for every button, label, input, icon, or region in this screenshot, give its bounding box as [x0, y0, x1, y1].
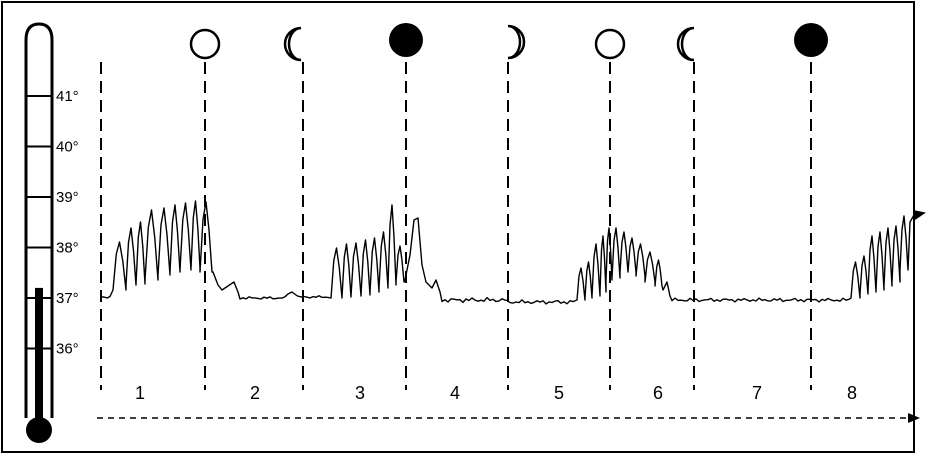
diagram-frame	[1, 1, 915, 453]
thermometer-tick-label: 38°	[56, 240, 79, 257]
period-label: 8	[847, 383, 857, 403]
full-moon-icon	[189, 28, 221, 60]
full-moon-icon	[594, 28, 626, 60]
new-moon-icon	[389, 23, 423, 57]
thermometer-mercury	[35, 287, 43, 428]
waxing-crescent-icon	[507, 24, 526, 60]
period-label: 4	[450, 383, 460, 403]
moon-phases	[189, 23, 828, 62]
curve-arrow	[913, 210, 926, 220]
thermometer-tick-label: 39°	[56, 189, 79, 206]
thermometer-bulb	[26, 417, 52, 443]
temperature-curve	[101, 200, 915, 305]
thermometer-tick-label: 40°	[56, 139, 79, 156]
thermometer-tick-label: 36°	[56, 341, 79, 358]
thermometer-scale: 41° 40° 39° 38° 37° 36°	[26, 88, 79, 358]
thermometer-tick-label: 41°	[56, 88, 79, 105]
period-label: 6	[653, 383, 663, 403]
period-labels: 1 2 3 4 5 6 7 8	[135, 383, 857, 403]
period-label: 7	[752, 383, 762, 403]
thermometer: 41° 40° 39° 38° 37° 36°	[24, 22, 79, 443]
period-label: 1	[135, 383, 145, 403]
waning-crescent-icon	[283, 26, 302, 62]
thermometer-tube	[24, 22, 54, 418]
new-moon-icon	[794, 23, 828, 57]
waning-crescent-icon	[676, 26, 695, 62]
thermometer-tick-label: 37°	[56, 290, 79, 307]
period-label: 2	[250, 383, 260, 403]
period-label: 5	[554, 383, 564, 403]
period-label: 3	[355, 383, 365, 403]
period-dividers	[100, 62, 812, 390]
